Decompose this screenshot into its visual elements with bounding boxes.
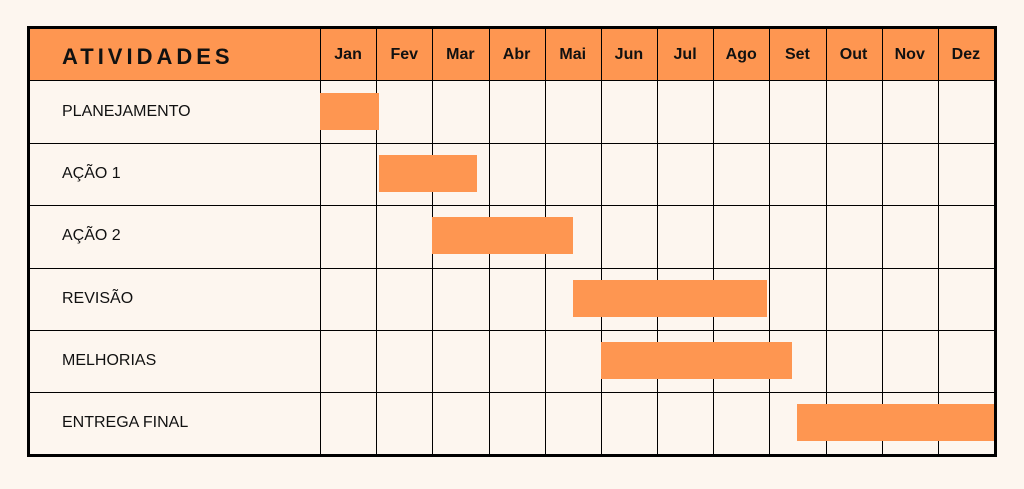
task-bar [432,217,573,255]
month-label-jun: Jun [614,46,644,63]
month-label-out: Out [839,46,868,63]
gantt-chart: ATIVIDADES Jan Fev Mar Abr Mai Jun Jul Ago Set Ou… [27,26,997,457]
grid-vline [825,29,827,454]
month-label-abr: Abr [502,46,531,63]
grid-vline [881,29,883,454]
task-bar [572,279,767,317]
gantt-header: ATIVIDADES Jan Fev Mar Abr Mai Jun Jul Ago Set Ou… [30,29,994,81]
task-bar [378,155,478,193]
grid-vline [600,29,602,454]
month-label-fev: Fev [390,46,419,63]
task-bar [600,341,792,379]
task-label: ENTREGA FINAL [62,413,189,431]
grid-vline [376,29,378,454]
month-label-set: Set [784,46,810,63]
task-bar [797,403,994,441]
month-label-jan: Jan [334,46,362,63]
grid-vline [713,29,715,454]
month-label-dez: Dez [951,46,981,63]
task-label: AÇÃO 2 [62,227,121,245]
grid-vline [769,29,771,454]
task-label: AÇÃO 1 [62,165,121,183]
grid-vline [657,29,658,454]
month-label-ago: Ago [725,46,757,63]
month-label-jul: Jul [673,46,697,63]
month-label-mai: Mai [559,46,587,63]
header-title: ATIVIDADES [62,44,234,69]
task-bar [320,93,379,130]
grid-hline [30,329,994,331]
task-label: REVISÃO [62,289,134,307]
month-label-mar: Mar [446,46,475,63]
grid-vline [320,29,321,454]
task-label: MELHORIAS [62,351,157,369]
grid-hline [30,267,994,269]
grid-hline [30,391,994,393]
grid-vline [937,29,939,454]
month-label-nov: Nov [894,46,925,63]
grid-hline [30,143,994,145]
grid-hline [30,205,994,207]
task-label: PLANEJAMENTO [62,103,191,120]
